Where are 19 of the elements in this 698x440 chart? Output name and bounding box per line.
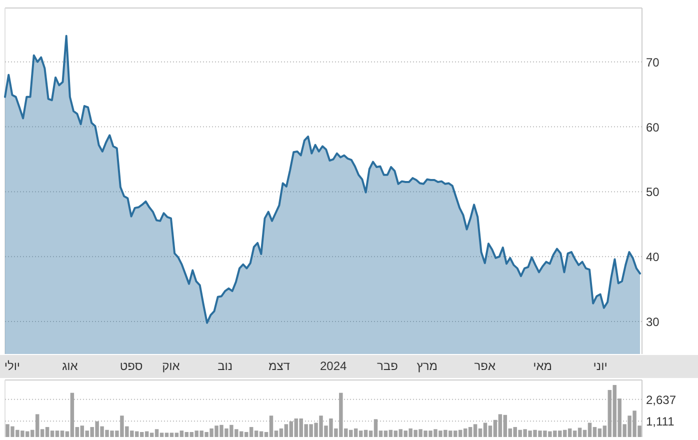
x-tick-label: מרץ xyxy=(416,359,438,373)
x-tick-label: אפר xyxy=(474,359,496,373)
x-tick-label: פבר xyxy=(376,359,398,373)
y-tick-label: 2,637 xyxy=(646,392,676,407)
x-tick-label: יולי xyxy=(4,359,20,373)
x-tick-label: אוג xyxy=(62,359,78,373)
x-tick-label: 2024 xyxy=(320,359,347,373)
y-tick-label: 30 xyxy=(646,315,660,330)
y-tick-label: 50 xyxy=(646,185,660,200)
y-tick-label: 40 xyxy=(646,250,660,264)
y-tick-label: 60 xyxy=(646,120,660,134)
y-tick-label: 1,111 xyxy=(646,414,675,429)
x-tick-label: אוק xyxy=(162,359,180,373)
y-tick-label: 70 xyxy=(646,55,660,70)
x-tick-label: דצמ xyxy=(268,359,290,373)
x-tick-label: נוב xyxy=(218,359,233,373)
x-tick-label: יוני xyxy=(593,359,608,373)
x-tick-label: מאי xyxy=(533,359,552,373)
x-tick-label: ספט xyxy=(120,359,143,373)
